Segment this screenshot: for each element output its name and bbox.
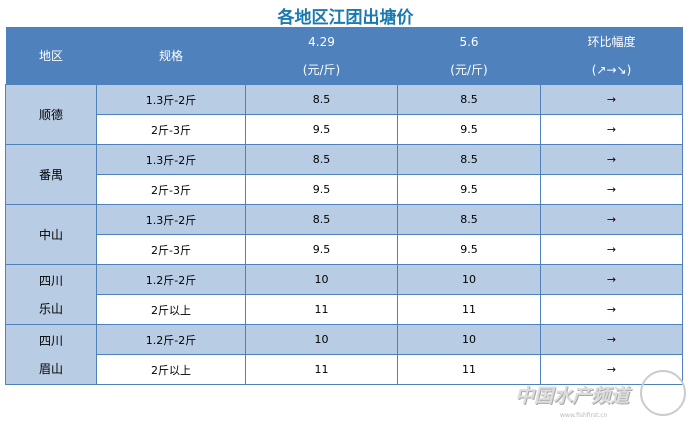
region-name: 顺德: [38, 107, 63, 122]
header-spec: 规格: [96, 27, 246, 85]
arrow-right-icon: →: [606, 213, 617, 226]
trend-cell: →: [540, 204, 683, 235]
spec-cell: 2斤-3斤: [96, 114, 246, 145]
header-date1: 4.29 (元/斤): [245, 27, 398, 85]
spec-cell: 1.2斤-2斤: [96, 324, 246, 355]
arrow-right-icon: →: [606, 243, 617, 256]
arrow-right-icon: →: [606, 153, 617, 166]
price-5-6: 10: [397, 324, 541, 355]
trend-cell: →: [540, 264, 683, 295]
price-4-29: 9.5: [245, 114, 398, 145]
price-4-29: 8.5: [245, 84, 398, 115]
price-5-6: 9.5: [397, 114, 541, 145]
table-row: 2斤-3斤 9.5 9.5 →: [6, 114, 683, 145]
table-row: 2斤以上 11 11 →: [6, 294, 683, 325]
trend-cell: →: [540, 234, 683, 265]
arrow-right-icon: →: [606, 123, 617, 136]
region-name: 眉山: [38, 361, 63, 376]
watermark-url: www.fishfirst.cn: [560, 412, 608, 419]
header-region: 地区: [5, 27, 97, 85]
spec-cell: 1.2斤-2斤: [96, 264, 246, 295]
arrow-right-icon: →: [606, 93, 617, 106]
header-row: 地区 规格 4.29 (元/斤) 5.6 (元/斤) 环比幅度 (↗→↘): [5, 27, 683, 85]
price-5-6: 9.5: [397, 234, 541, 265]
region-name: 四川: [38, 273, 63, 288]
watermark-logo: 中国水产频道: [515, 385, 630, 407]
region-name: 四川: [38, 333, 63, 348]
trend-cell: →: [540, 84, 683, 115]
table-row: 2斤-3斤 9.5 9.5 →: [6, 234, 683, 265]
globe-logo-icon: [640, 370, 686, 416]
header-date2: 5.6 (元/斤): [397, 27, 541, 85]
header-change: 环比幅度 (↗→↘): [540, 27, 683, 85]
arrow-right-icon: →: [606, 333, 617, 346]
price-5-6: 8.5: [397, 144, 541, 175]
arrow-right-icon: →: [606, 273, 617, 286]
spec-cell: 2斤以上: [96, 354, 246, 385]
region-cell: 中山: [5, 204, 97, 265]
price-5-6: 10: [397, 264, 541, 295]
price-table: 地区 规格 4.29 (元/斤) 5.6 (元/斤) 环比幅度 (↗→↘) 顺德 1.3…: [5, 27, 683, 385]
price-4-29: 10: [245, 264, 398, 295]
table-row: 顺德 1.3斤-2斤 8.5 8.5 →: [5, 84, 683, 145]
region-cell: 四川 乐山: [5, 264, 97, 325]
spec-cell: 2斤-3斤: [96, 234, 246, 265]
arrow-right-icon: →: [606, 303, 617, 316]
price-4-29: 11: [245, 354, 398, 385]
table-row: 番禺 1.3斤-2斤 8.5 8.5 →: [5, 144, 683, 205]
region-name: 乐山: [38, 301, 63, 316]
spec-cell: 1.3斤-2斤: [96, 204, 246, 235]
table-row: 四川 乐山 1.2斤-2斤 10 10 →: [5, 264, 683, 325]
trend-cell: →: [540, 294, 683, 325]
region-name: 番禺: [38, 167, 63, 182]
spec-cell: 1.3斤-2斤: [96, 84, 246, 115]
spec-cell: 2斤以上: [96, 294, 246, 325]
trend-cell: →: [540, 324, 683, 355]
page-title: 各地区江团出塘价: [277, 8, 414, 28]
price-4-29: 9.5: [245, 174, 398, 205]
table-row: 四川 眉山 1.2斤-2斤 10 10 →: [5, 324, 683, 385]
spec-cell: 1.3斤-2斤: [96, 144, 246, 175]
arrow-right-icon: →: [606, 183, 617, 196]
price-5-6: 8.5: [397, 84, 541, 115]
region-cell: 顺德: [5, 84, 97, 145]
price-4-29: 10: [245, 324, 398, 355]
table-row: 2斤-3斤 9.5 9.5 →: [6, 174, 683, 205]
price-5-6: 11: [397, 354, 541, 385]
arrow-right-icon: →: [606, 363, 617, 376]
price-4-29: 8.5: [245, 144, 398, 175]
region-name: 中山: [38, 227, 63, 242]
table-row: 2斤以上 11 11 →: [6, 354, 683, 385]
trend-cell: →: [540, 114, 683, 145]
price-5-6: 11: [397, 294, 541, 325]
region-cell: 四川 眉山: [5, 324, 97, 385]
trend-cell: →: [540, 174, 683, 205]
spec-cell: 2斤-3斤: [96, 174, 246, 205]
price-4-29: 8.5: [245, 204, 398, 235]
price-4-29: 9.5: [245, 234, 398, 265]
trend-cell: →: [540, 144, 683, 175]
price-4-29: 11: [245, 294, 398, 325]
price-5-6: 8.5: [397, 204, 541, 235]
region-cell: 番禺: [5, 144, 97, 205]
price-5-6: 9.5: [397, 174, 541, 205]
table-row: 中山 1.3斤-2斤 8.5 8.5 →: [5, 204, 683, 265]
